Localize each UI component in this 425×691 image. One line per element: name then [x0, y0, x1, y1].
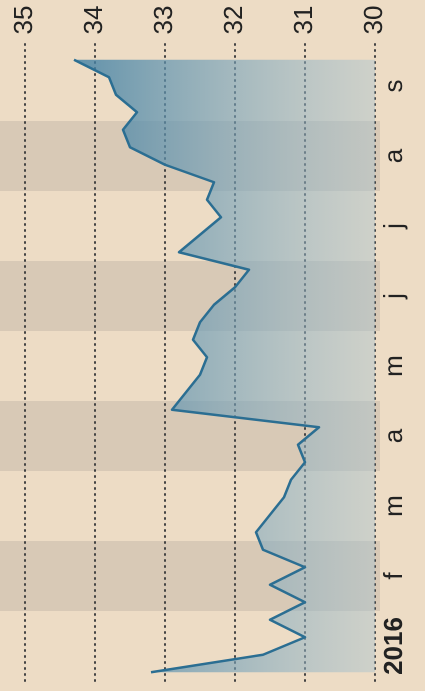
x-tick-label: j: [378, 223, 408, 230]
y-tick-label: 32: [218, 6, 248, 35]
y-tick-label: 30: [358, 6, 388, 35]
y-tick-label: 34: [78, 6, 108, 35]
y-tick-label: 31: [288, 6, 318, 35]
y-tick-label: 33: [148, 6, 178, 35]
x-tick-label: m: [378, 355, 408, 377]
y-tick-label: 35: [8, 6, 38, 35]
x-tick-label: a: [378, 428, 408, 443]
x-tick-label: j: [378, 293, 408, 300]
line: [73, 58, 321, 674]
x-tick-label: a: [378, 148, 408, 163]
x-tick-label: 2016: [378, 617, 408, 675]
area: [74, 59, 375, 673]
x-tick-label: m: [378, 495, 408, 517]
x-tick-label: s: [378, 80, 408, 93]
x-tick-label: f: [378, 572, 408, 580]
rotated-plot: 30 31 32 33 34 35 2016 f m a m j j a s: [0, 6, 408, 682]
